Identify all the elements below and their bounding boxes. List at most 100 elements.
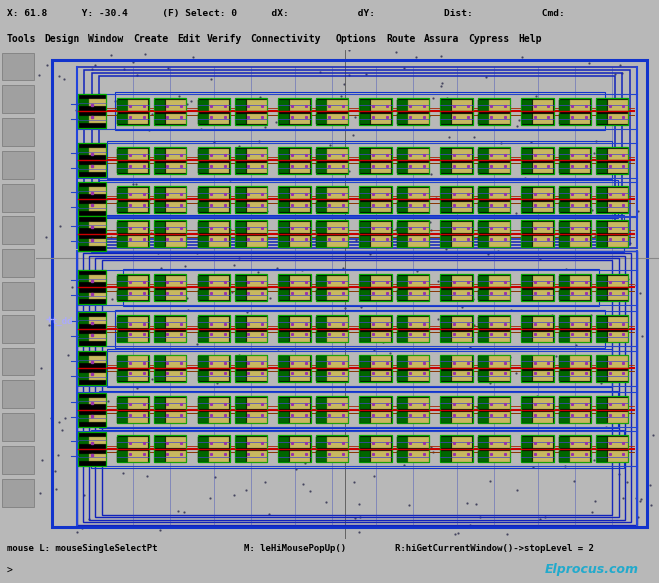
Bar bbox=[2, 446, 34, 474]
Point bbox=[232, 192, 243, 201]
Bar bbox=[478, 100, 489, 111]
Bar bbox=[290, 276, 310, 287]
Bar bbox=[316, 290, 327, 300]
Bar bbox=[570, 222, 590, 233]
Bar bbox=[521, 396, 554, 423]
Point bbox=[468, 294, 478, 303]
Bar bbox=[608, 451, 628, 462]
Point bbox=[569, 477, 579, 486]
Point bbox=[367, 167, 378, 176]
Bar bbox=[290, 290, 310, 300]
Point bbox=[192, 249, 202, 258]
Point bbox=[444, 233, 454, 243]
Bar bbox=[235, 356, 246, 367]
Bar bbox=[570, 202, 590, 212]
Bar bbox=[397, 354, 429, 381]
Point bbox=[34, 489, 45, 498]
Point bbox=[505, 353, 515, 362]
Point bbox=[259, 398, 270, 407]
Bar bbox=[129, 114, 148, 124]
Bar bbox=[397, 186, 429, 213]
Bar bbox=[490, 317, 509, 328]
Bar bbox=[84, 70, 630, 245]
Point bbox=[631, 280, 642, 289]
Point bbox=[79, 490, 90, 499]
Bar bbox=[328, 451, 348, 462]
Bar bbox=[2, 52, 34, 80]
Bar bbox=[89, 275, 105, 282]
Bar bbox=[328, 188, 348, 199]
Point bbox=[248, 362, 259, 371]
Bar bbox=[397, 371, 408, 381]
Bar bbox=[316, 147, 348, 174]
Bar bbox=[154, 354, 186, 381]
Bar bbox=[371, 332, 391, 342]
Point bbox=[54, 71, 65, 80]
Bar bbox=[533, 437, 553, 448]
Bar bbox=[316, 149, 327, 160]
Point bbox=[636, 495, 646, 504]
Bar bbox=[328, 317, 348, 328]
Bar bbox=[129, 149, 148, 160]
Bar bbox=[246, 236, 267, 247]
Bar bbox=[2, 118, 34, 146]
Point bbox=[255, 92, 266, 101]
Point bbox=[349, 113, 360, 122]
Bar bbox=[371, 371, 391, 381]
Bar bbox=[235, 220, 268, 247]
Bar bbox=[246, 222, 267, 233]
Bar bbox=[89, 99, 105, 106]
Point bbox=[233, 253, 244, 262]
Bar bbox=[360, 222, 370, 233]
Bar bbox=[521, 274, 554, 301]
Bar bbox=[452, 332, 472, 342]
Bar bbox=[117, 274, 149, 301]
Point bbox=[534, 254, 545, 264]
Bar bbox=[478, 147, 510, 174]
Bar bbox=[452, 317, 472, 328]
Bar bbox=[155, 290, 165, 300]
Bar bbox=[198, 371, 208, 381]
Bar bbox=[608, 202, 628, 212]
Bar bbox=[79, 415, 89, 422]
Bar bbox=[452, 188, 472, 199]
Point bbox=[590, 497, 600, 506]
Point bbox=[117, 279, 127, 288]
Bar bbox=[533, 188, 553, 199]
Bar bbox=[279, 163, 289, 173]
Bar bbox=[101, 261, 612, 515]
Bar bbox=[452, 222, 472, 233]
Bar bbox=[409, 236, 428, 247]
Point bbox=[457, 303, 468, 312]
Bar bbox=[165, 100, 186, 111]
Point bbox=[315, 68, 326, 77]
Bar bbox=[89, 334, 105, 341]
Bar bbox=[78, 182, 106, 216]
Bar bbox=[397, 396, 429, 423]
Point bbox=[485, 378, 496, 388]
Point bbox=[589, 149, 600, 158]
Point bbox=[196, 125, 207, 134]
Bar bbox=[397, 290, 408, 300]
Bar bbox=[117, 220, 149, 247]
Bar bbox=[79, 373, 89, 380]
Point bbox=[560, 461, 571, 470]
Bar bbox=[165, 149, 186, 160]
Bar bbox=[279, 315, 311, 342]
Bar bbox=[209, 451, 229, 462]
Bar bbox=[570, 290, 590, 300]
Bar bbox=[397, 276, 408, 287]
Bar bbox=[490, 236, 509, 247]
Bar bbox=[117, 436, 149, 462]
Bar bbox=[360, 276, 370, 287]
Bar bbox=[360, 114, 370, 124]
Bar bbox=[452, 371, 472, 381]
Bar bbox=[559, 220, 591, 247]
Point bbox=[182, 99, 192, 108]
Point bbox=[355, 512, 365, 522]
Bar bbox=[279, 202, 289, 212]
Bar bbox=[154, 315, 186, 342]
Bar bbox=[209, 290, 229, 300]
Bar bbox=[290, 332, 310, 342]
Bar bbox=[397, 451, 408, 462]
